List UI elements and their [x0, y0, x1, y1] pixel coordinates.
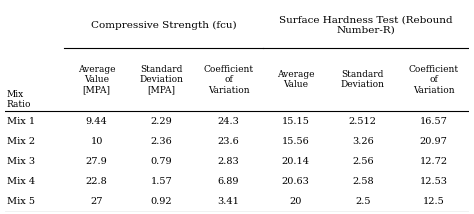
Text: 12.5: 12.5: [422, 197, 444, 206]
Text: 2.5: 2.5: [355, 197, 371, 206]
Text: Standard
Deviation
[MPA]: Standard Deviation [MPA]: [139, 65, 183, 95]
Text: 20.14: 20.14: [282, 157, 310, 166]
Text: Mix 5: Mix 5: [7, 197, 35, 206]
Text: 12.53: 12.53: [419, 177, 447, 186]
Text: 2.36: 2.36: [150, 137, 172, 146]
Text: 12.72: 12.72: [419, 157, 447, 166]
Text: 16.57: 16.57: [419, 117, 447, 126]
Text: Coefficient
of
Variation: Coefficient of Variation: [408, 65, 458, 95]
Text: 15.56: 15.56: [282, 137, 310, 146]
Text: Mix 1: Mix 1: [7, 117, 35, 126]
Text: Mix 4: Mix 4: [7, 177, 35, 186]
Text: 3.41: 3.41: [218, 197, 239, 206]
Text: 2.512: 2.512: [349, 117, 377, 126]
Text: Mix
Ratio: Mix Ratio: [7, 90, 31, 109]
Text: Mix 3: Mix 3: [7, 157, 35, 166]
Text: 6.89: 6.89: [218, 177, 239, 186]
Text: 2.83: 2.83: [218, 157, 239, 166]
Text: Average
Value: Average Value: [277, 70, 314, 89]
Text: Average
Value
[MPA]: Average Value [MPA]: [78, 65, 115, 95]
Text: Compressive Strength (fcu): Compressive Strength (fcu): [91, 21, 237, 30]
Text: 2.29: 2.29: [150, 117, 172, 126]
Text: 9.44: 9.44: [86, 117, 108, 126]
Text: 27: 27: [91, 197, 103, 206]
Text: 3.26: 3.26: [352, 137, 374, 146]
Text: 2.56: 2.56: [352, 157, 374, 166]
Text: 2.58: 2.58: [352, 177, 374, 186]
Text: 20: 20: [290, 197, 302, 206]
Text: Surface Hardness Test (Rebound
Number-R): Surface Hardness Test (Rebound Number-R): [280, 15, 453, 35]
Text: 0.92: 0.92: [150, 197, 172, 206]
Text: 20.97: 20.97: [419, 137, 447, 146]
Text: 22.8: 22.8: [86, 177, 108, 186]
Text: 24.3: 24.3: [218, 117, 239, 126]
Text: 10: 10: [91, 137, 103, 146]
Text: 27.9: 27.9: [86, 157, 108, 166]
Text: 23.6: 23.6: [218, 137, 239, 146]
Text: 1.57: 1.57: [150, 177, 172, 186]
Text: 0.79: 0.79: [150, 157, 172, 166]
Text: Mix 2: Mix 2: [7, 137, 35, 146]
Text: Coefficient
of
Variation: Coefficient of Variation: [203, 65, 254, 95]
Text: 15.15: 15.15: [282, 117, 310, 126]
Text: 20.63: 20.63: [282, 177, 310, 186]
Text: Standard
Deviation: Standard Deviation: [341, 70, 385, 89]
